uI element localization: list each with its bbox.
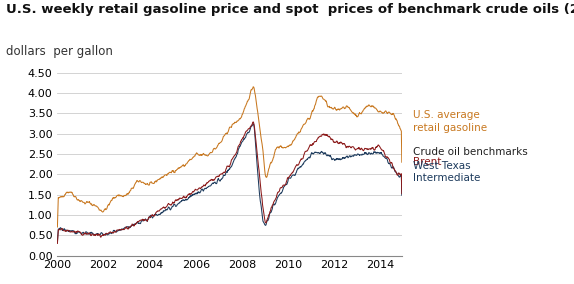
- Text: U.S. weekly retail gasoline price and spot  prices of benchmark crude oils (2000: U.S. weekly retail gasoline price and sp…: [6, 3, 574, 16]
- Text: Brent: Brent: [413, 157, 441, 167]
- Text: dollars  per gallon: dollars per gallon: [6, 45, 113, 59]
- Text: West Texas
Intermediate: West Texas Intermediate: [413, 161, 480, 183]
- Text: Crude oil benchmarks: Crude oil benchmarks: [413, 147, 528, 157]
- Text: U.S. average
retail gasoline: U.S. average retail gasoline: [413, 110, 487, 133]
